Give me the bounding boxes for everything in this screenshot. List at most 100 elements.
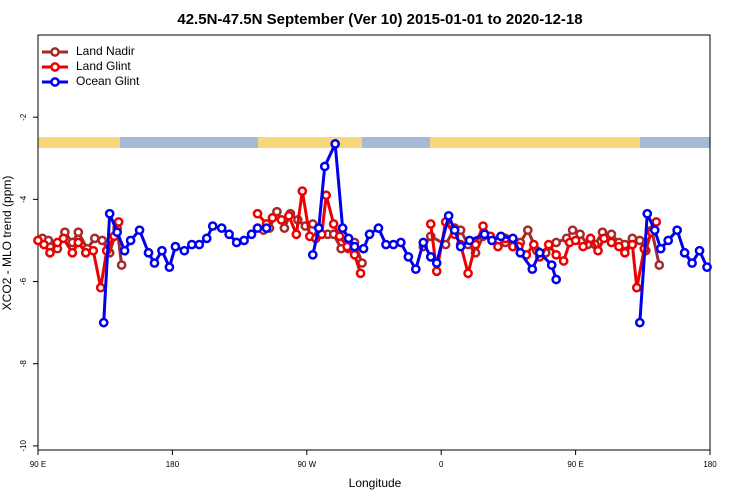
data-point bbox=[679, 247, 690, 258]
data-point bbox=[642, 208, 653, 219]
data-point bbox=[342, 241, 352, 252]
data-point bbox=[599, 233, 609, 244]
data-point bbox=[634, 317, 645, 328]
data-point bbox=[252, 208, 263, 219]
data-point bbox=[443, 210, 454, 221]
data-point bbox=[58, 233, 69, 244]
legend-label: Ocean Glint bbox=[76, 74, 140, 88]
data-point bbox=[570, 235, 581, 246]
data-point bbox=[464, 235, 475, 246]
data-point bbox=[224, 229, 234, 240]
data-point bbox=[349, 241, 360, 252]
data-point bbox=[493, 241, 503, 252]
y-tick-label: -6 bbox=[19, 277, 28, 285]
x-axis-label: Longitude bbox=[349, 476, 402, 490]
data-point bbox=[694, 245, 705, 256]
legend-label: Land Nadir bbox=[76, 44, 135, 58]
data-point bbox=[455, 241, 466, 252]
data-point bbox=[186, 239, 197, 250]
data-point bbox=[654, 260, 665, 270]
data-point bbox=[252, 223, 263, 233]
data-point bbox=[381, 239, 391, 250]
data-point bbox=[606, 237, 617, 248]
data-point bbox=[431, 258, 442, 268]
data-point bbox=[478, 221, 488, 231]
data-point bbox=[279, 223, 290, 233]
data-point bbox=[272, 206, 282, 217]
data-point bbox=[702, 262, 712, 273]
data-point bbox=[67, 247, 78, 258]
data-point bbox=[551, 237, 562, 248]
data-point bbox=[508, 233, 518, 244]
data-point bbox=[534, 247, 545, 258]
data-point bbox=[620, 247, 630, 258]
data-point bbox=[231, 237, 242, 248]
data-point bbox=[593, 245, 603, 256]
data-point bbox=[585, 233, 596, 244]
y-axis-label: XCO2 - MLO trend (ppm) bbox=[0, 176, 14, 311]
data-point bbox=[88, 245, 99, 256]
data-point bbox=[463, 268, 473, 279]
legend-marker bbox=[50, 77, 60, 87]
data-point bbox=[558, 256, 569, 266]
data-point bbox=[364, 229, 375, 240]
data-point bbox=[418, 237, 429, 248]
data-point bbox=[403, 252, 414, 262]
data-point bbox=[216, 223, 227, 233]
data-point bbox=[627, 239, 638, 250]
y-tick-label: -8 bbox=[19, 360, 28, 368]
x-tick-label: 90 E bbox=[30, 460, 46, 469]
data-point bbox=[649, 225, 660, 236]
data-point bbox=[73, 227, 84, 238]
data-point bbox=[546, 260, 557, 270]
y-tick-label: -4 bbox=[19, 195, 28, 203]
data-point bbox=[606, 229, 617, 240]
data-point bbox=[98, 317, 109, 328]
x-tick-label: 0 bbox=[439, 460, 444, 469]
data-point bbox=[373, 223, 384, 233]
data-point bbox=[80, 247, 91, 258]
data-point bbox=[261, 223, 272, 233]
data-point bbox=[239, 235, 249, 246]
data-point bbox=[567, 225, 578, 236]
data-point bbox=[634, 235, 645, 246]
data-point bbox=[655, 243, 666, 254]
data-point bbox=[330, 139, 341, 149]
data-point bbox=[358, 243, 369, 254]
data-point bbox=[119, 245, 130, 256]
data-point bbox=[672, 225, 682, 236]
y-tick-label: -10 bbox=[19, 440, 28, 452]
data-point bbox=[337, 223, 348, 233]
data-point bbox=[614, 241, 624, 252]
data-point bbox=[425, 252, 436, 262]
data-point bbox=[89, 233, 100, 244]
legend-label: Land Glint bbox=[76, 59, 131, 73]
data-point bbox=[179, 245, 190, 256]
map-strip bbox=[38, 137, 710, 148]
data-point bbox=[410, 264, 421, 275]
series-line bbox=[102, 213, 267, 323]
data-point bbox=[449, 225, 460, 236]
data-point bbox=[313, 223, 324, 233]
data-point bbox=[431, 266, 442, 277]
data-point bbox=[116, 260, 127, 270]
data-point bbox=[157, 245, 167, 256]
data-point bbox=[388, 239, 399, 250]
data-point bbox=[349, 249, 360, 260]
data-point bbox=[479, 229, 490, 240]
data-point bbox=[334, 231, 345, 242]
data-point bbox=[527, 264, 538, 275]
data-point bbox=[276, 215, 287, 225]
series-line bbox=[638, 213, 709, 323]
data-point bbox=[143, 247, 154, 258]
data-point bbox=[73, 237, 84, 248]
data-point bbox=[687, 258, 697, 268]
data-point bbox=[39, 239, 49, 250]
chart-title: 42.5N-47.5N September (Ver 10) 2015-01-0… bbox=[177, 11, 582, 28]
data-point bbox=[663, 235, 674, 246]
data-point bbox=[246, 229, 257, 240]
data-point bbox=[97, 235, 108, 246]
data-point bbox=[487, 235, 497, 246]
